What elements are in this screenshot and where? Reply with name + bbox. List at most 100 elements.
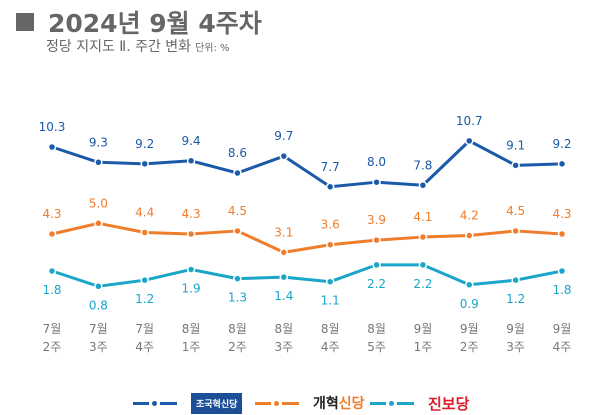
- data-point: [465, 280, 474, 290]
- data-point: [511, 226, 520, 236]
- data-point: [233, 168, 242, 178]
- data-point: [418, 232, 428, 242]
- x-tick-label: 1주: [182, 340, 201, 354]
- data-label: 3.9: [367, 213, 386, 227]
- legend-line-icon: [255, 400, 299, 406]
- x-tick-label: 2주: [43, 340, 62, 354]
- title-square-icon: [16, 13, 34, 31]
- x-tick-label: 8월: [228, 322, 247, 336]
- data-label: 1.8: [42, 283, 61, 297]
- x-tick-label: 4주: [321, 340, 340, 354]
- data-point: [279, 248, 289, 257]
- data-label: 9.7: [274, 129, 293, 143]
- x-tick-label: 5주: [367, 340, 386, 354]
- data-label: 8.6: [228, 146, 247, 160]
- data-point: [372, 260, 381, 270]
- data-point: [233, 226, 242, 236]
- data-point: [325, 182, 335, 192]
- data-point: [325, 240, 335, 249]
- title-text: 2024년 9월 4주차: [48, 9, 262, 38]
- x-tick-label: 8월: [321, 322, 340, 336]
- x-tick-label: 8월: [367, 322, 386, 336]
- data-point: [186, 265, 196, 274]
- data-label: 1.2: [506, 292, 525, 306]
- legend-item-party3: 진보당: [370, 393, 469, 414]
- series-line-1: [51, 139, 563, 189]
- data-point: [511, 275, 520, 285]
- data-label: 1.8: [552, 283, 571, 297]
- data-point: [279, 272, 289, 282]
- data-label: 4.3: [552, 207, 571, 221]
- legend-label-party2-b: 신당: [338, 396, 365, 412]
- data-point: [465, 136, 474, 146]
- data-label: 7.7: [321, 160, 340, 174]
- legend-label-party1: 조국혁신당: [191, 393, 243, 414]
- data-label: 2.2: [367, 277, 386, 291]
- data-label: 1.2: [135, 292, 154, 306]
- legend-line-icon: [370, 401, 414, 406]
- subtitle-text: 정당 지지도 Ⅱ. 주간 변화: [46, 39, 192, 55]
- data-label: 0.8: [89, 298, 108, 312]
- data-label: 10.7: [456, 114, 483, 128]
- unit-label: 단위: %: [195, 43, 230, 54]
- data-label: 4.3: [42, 207, 61, 221]
- data-point: [186, 156, 196, 166]
- x-tick-label: 1주: [414, 340, 433, 354]
- data-point: [94, 282, 103, 291]
- data-label: 4.5: [506, 204, 525, 218]
- data-point: [94, 158, 103, 167]
- x-tick-label: 9월: [506, 322, 525, 336]
- legend-label-party2: 개혁신당: [313, 393, 365, 413]
- data-label: 3.6: [321, 218, 340, 232]
- data-point: [418, 181, 428, 190]
- legend-label-party2-a: 개혁: [313, 396, 339, 412]
- data-label: 1.1: [321, 294, 340, 308]
- data-point: [140, 228, 149, 237]
- x-tick-label: 8월: [274, 322, 293, 336]
- data-label: 9.4: [182, 134, 201, 148]
- x-tick-label: 7월: [43, 322, 62, 336]
- line-chart: 10.3 9.3 9.2 9.4 8.6 9.7 7.7 8.0 7.8 10.7 9.1 9.2 4.…: [39, 114, 572, 354]
- x-tick-label: 7월: [135, 322, 154, 336]
- data-point: [557, 266, 567, 276]
- x-tick-label: 8월: [182, 322, 201, 336]
- data-label: 9.3: [89, 135, 108, 149]
- data-label: 0.9: [460, 297, 479, 311]
- data-point: [557, 159, 567, 169]
- data-label: 4.1: [413, 210, 432, 224]
- x-tick-label: 2주: [460, 340, 479, 354]
- data-point: [372, 235, 381, 245]
- x-tick-label: 4주: [135, 340, 154, 354]
- x-tick-label: 3주: [506, 340, 525, 354]
- x-tick-label: 9월: [553, 322, 572, 336]
- data-label: 8.0: [367, 155, 386, 169]
- x-tick-label: 3주: [89, 340, 108, 354]
- data-point: [279, 151, 289, 161]
- data-label: 4.5: [228, 204, 247, 218]
- legend: 조국혁신당 개혁신당 진보당: [0, 393, 600, 415]
- data-point: [511, 161, 520, 170]
- x-tick-label: 7월: [89, 322, 108, 336]
- chart-subtitle: 정당 지지도 Ⅱ. 주간 변화 단위: %: [46, 36, 230, 56]
- data-label: 9.1: [506, 138, 525, 152]
- data-point: [47, 266, 57, 276]
- series-line-3: [51, 263, 563, 288]
- data-label: 4.3: [182, 207, 201, 221]
- data-label: 4.4: [135, 205, 154, 219]
- x-tick-label: 9월: [460, 322, 479, 336]
- data-point: [186, 229, 196, 239]
- x-tick-label: 9월: [414, 322, 433, 336]
- data-point: [47, 229, 57, 239]
- data-point: [465, 231, 474, 240]
- data-point: [47, 142, 57, 152]
- data-label: 2.2: [413, 277, 432, 291]
- x-tick-label: 4주: [553, 340, 572, 354]
- legend-item-party1: 조국혁신당: [133, 393, 243, 414]
- data-label: 1.3: [228, 291, 247, 305]
- data-point: [325, 277, 335, 286]
- x-tick-label: 2주: [228, 340, 247, 354]
- data-point: [233, 274, 242, 283]
- x-tick-label: 3주: [274, 340, 293, 354]
- legend-item-party2: 개혁신당: [255, 393, 365, 413]
- data-label: 9.2: [552, 137, 571, 151]
